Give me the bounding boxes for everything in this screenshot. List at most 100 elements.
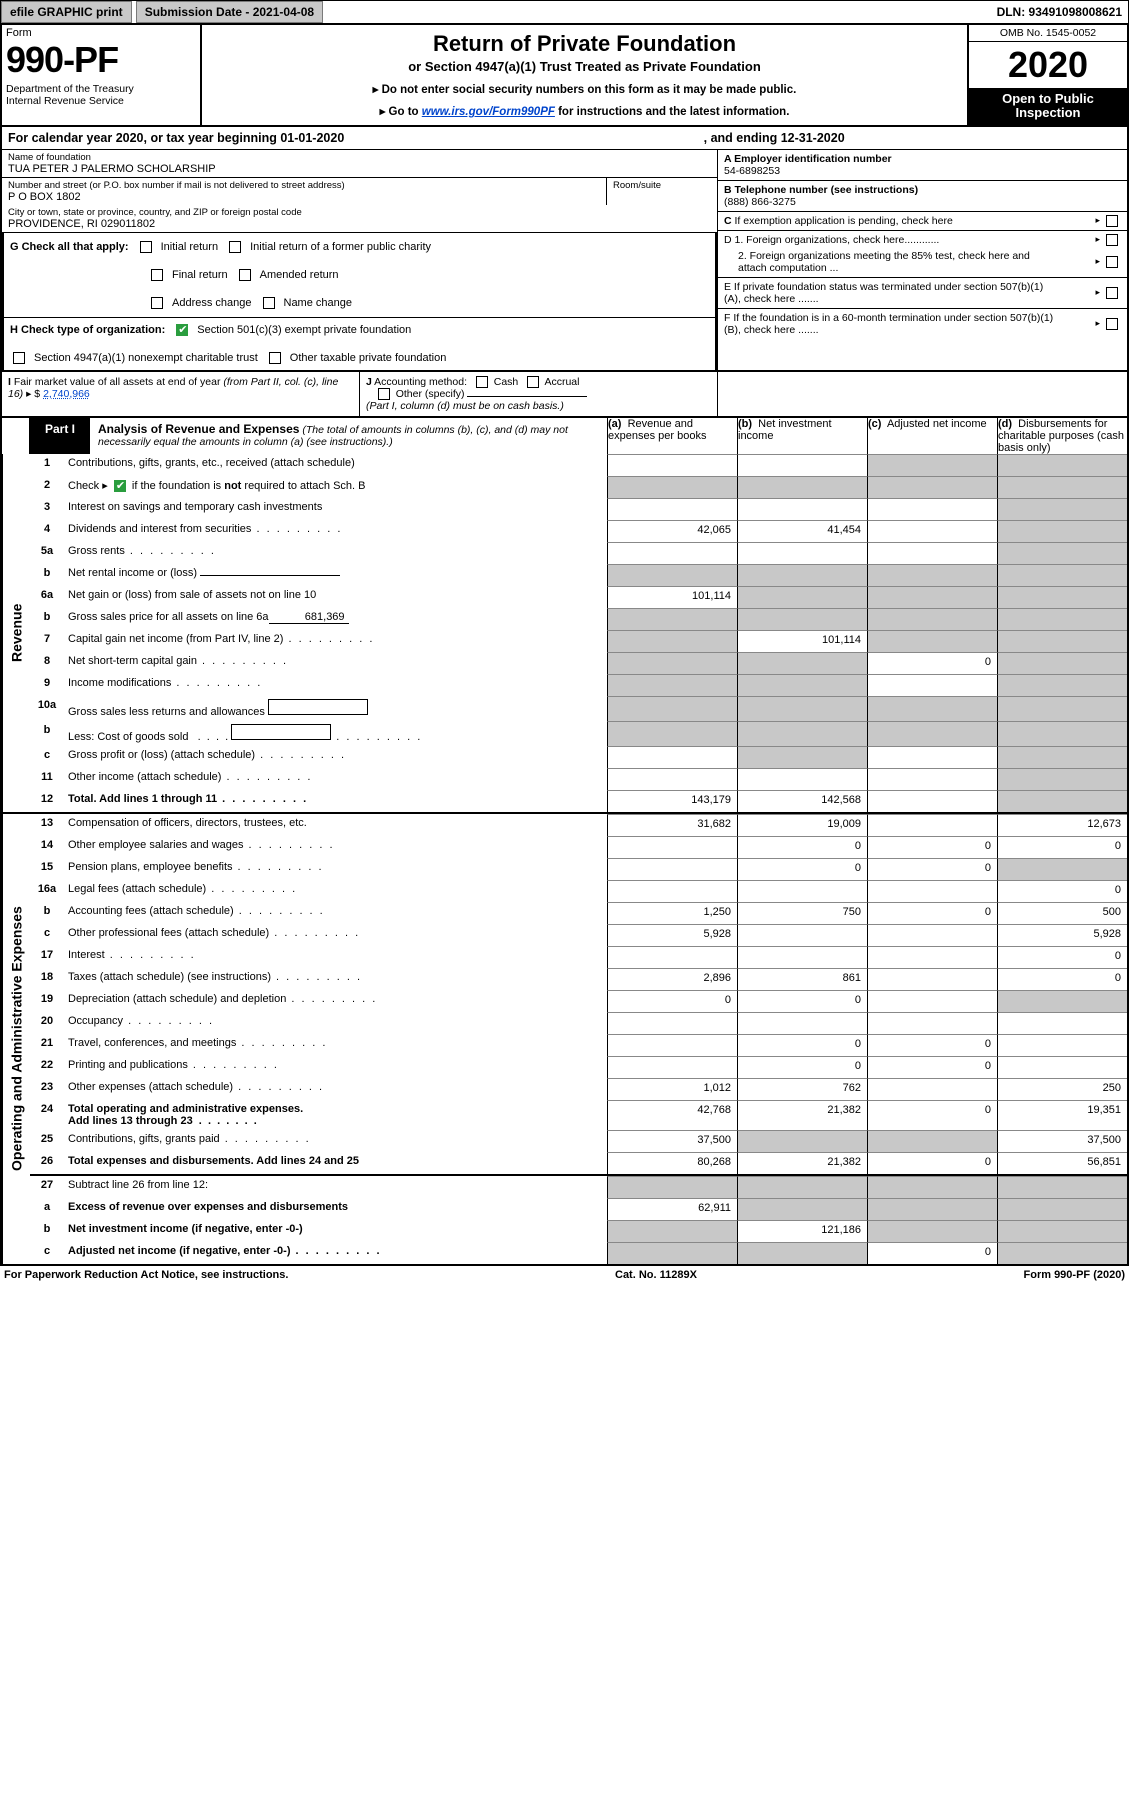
cell-a [607, 1034, 737, 1056]
cell-d: 0 [997, 946, 1127, 968]
table-row: 20 Occupancy [30, 1012, 1127, 1034]
efile-print-button[interactable]: efile GRAPHIC print [1, 1, 132, 23]
line-desc: Gross rents [64, 542, 607, 564]
cell-a [607, 542, 737, 564]
irs-link[interactable]: www.irs.gov/Form990PF [422, 106, 555, 118]
city-label: City or town, state or province, country… [8, 207, 711, 218]
line-number: 16a [30, 880, 64, 902]
cell-b [737, 696, 867, 721]
revenue-section: Revenue 1 Contributions, gifts, grants, … [0, 454, 1129, 814]
cell-b [737, 1130, 867, 1152]
checkbox-501c3[interactable] [176, 324, 188, 336]
f-row: F If the foundation is in a 60-month ter… [718, 309, 1127, 339]
checkbox-other-taxable[interactable] [269, 352, 281, 364]
cell-d [997, 1242, 1127, 1264]
cell-d: 19,351 [997, 1100, 1127, 1130]
line-desc: Interest [64, 946, 607, 968]
cell-c [867, 968, 997, 990]
checkbox-d1[interactable] [1106, 234, 1118, 246]
line-desc: Dividends and interest from securities [64, 520, 607, 542]
h-label: H Check type of organization: [10, 324, 165, 336]
cell-b: 0 [737, 990, 867, 1012]
cell-a: 2,896 [607, 968, 737, 990]
cell-c: 0 [867, 652, 997, 674]
cell-c [867, 880, 997, 902]
form-header: Form 990-PF Department of the TreasuryIn… [0, 24, 1129, 127]
j-note: (Part I, column (d) must be on cash basi… [366, 400, 564, 412]
cell-c [867, 520, 997, 542]
cell-c [867, 674, 997, 696]
cell-c [867, 630, 997, 652]
cell-b [737, 1242, 867, 1264]
table-row: 9 Income modifications [30, 674, 1127, 696]
cell-b [737, 674, 867, 696]
checkbox-address-change[interactable] [151, 297, 163, 309]
table-row: b Less: Cost of goods sold . . . . [30, 721, 1127, 746]
cell-b: 0 [737, 858, 867, 880]
checkbox-c[interactable] [1106, 215, 1118, 227]
cell-c [867, 542, 997, 564]
table-row: b Accounting fees (attach schedule) 1,25… [30, 902, 1127, 924]
c-row: C If exemption application is pending, c… [718, 212, 1127, 231]
cell-a [607, 1220, 737, 1242]
line-desc: Other professional fees (attach schedule… [64, 924, 607, 946]
col-c-header: (c) Adjusted net income [867, 418, 997, 454]
line-desc: Net short-term capital gain [64, 652, 607, 674]
line-number: 4 [30, 520, 64, 542]
checkbox-initial-return[interactable] [140, 241, 152, 253]
cell-b [737, 1176, 867, 1198]
checkbox-amended-return[interactable] [239, 269, 251, 281]
line-number: 12 [30, 790, 64, 812]
year-end: , and ending 12-31-2020 [704, 131, 1121, 145]
line-desc: Other income (attach schedule) [64, 768, 607, 790]
table-row: a Excess of revenue over expenses and di… [30, 1198, 1127, 1220]
cell-a: 1,250 [607, 902, 737, 924]
line-number: 3 [30, 498, 64, 520]
cell-d [997, 858, 1127, 880]
ein-row: A Employer identification number 54-6898… [718, 150, 1127, 181]
line-number: 11 [30, 768, 64, 790]
line-desc: Check ▸ if the foundation is not require… [64, 476, 607, 498]
checkbox-schb[interactable] [114, 480, 126, 492]
table-row: 26 Total expenses and disbursements. Add… [30, 1152, 1127, 1174]
cell-d [997, 498, 1127, 520]
checkbox-f[interactable] [1106, 318, 1118, 330]
cell-d [997, 1220, 1127, 1242]
checkbox-final-return[interactable] [151, 269, 163, 281]
cell-b: 0 [737, 1034, 867, 1056]
cell-a [607, 696, 737, 721]
header-left: Form 990-PF Department of the TreasuryIn… [2, 25, 202, 125]
line-desc: Excess of revenue over expenses and disb… [64, 1198, 607, 1220]
table-row: 18 Taxes (attach schedule) (see instruct… [30, 968, 1127, 990]
line-number: 1 [30, 454, 64, 476]
fmv-value[interactable]: 2,740,966 [43, 388, 90, 400]
cell-d: 0 [997, 836, 1127, 858]
checkbox-d2[interactable] [1106, 256, 1118, 268]
checkbox-e[interactable] [1106, 287, 1118, 299]
checkbox-name-change[interactable] [263, 297, 275, 309]
cell-a [607, 1056, 737, 1078]
open-to-public: Open to Public Inspection [969, 88, 1127, 125]
checkbox-other-method[interactable] [378, 388, 390, 400]
footer: For Paperwork Reduction Act Notice, see … [0, 1266, 1129, 1284]
cell-d [997, 454, 1127, 476]
checkbox-4947a1[interactable] [13, 352, 25, 364]
cell-d [997, 586, 1127, 608]
line-number: 18 [30, 968, 64, 990]
cell-d: 0 [997, 968, 1127, 990]
line-desc: Interest on savings and temporary cash i… [64, 498, 607, 520]
table-row: 7 Capital gain net income (from Part IV,… [30, 630, 1127, 652]
table-row: 22 Printing and publications 0 0 [30, 1056, 1127, 1078]
checkbox-initial-former[interactable] [229, 241, 241, 253]
table-row: 16a Legal fees (attach schedule) 0 [30, 880, 1127, 902]
header-right: OMB No. 1545-0052 2020 Open to Public In… [967, 25, 1127, 125]
cell-c [867, 1220, 997, 1242]
line-number: c [30, 924, 64, 946]
checkbox-accrual[interactable] [527, 376, 539, 388]
foundation-name-row: Name of foundation TUA PETER J PALERMO S… [2, 150, 717, 178]
line-number: c [30, 1242, 64, 1264]
checkbox-cash[interactable] [476, 376, 488, 388]
part1-header-row: Part I Analysis of Revenue and Expenses … [0, 418, 1129, 454]
cell-a [607, 674, 737, 696]
cell-a: 143,179 [607, 790, 737, 812]
